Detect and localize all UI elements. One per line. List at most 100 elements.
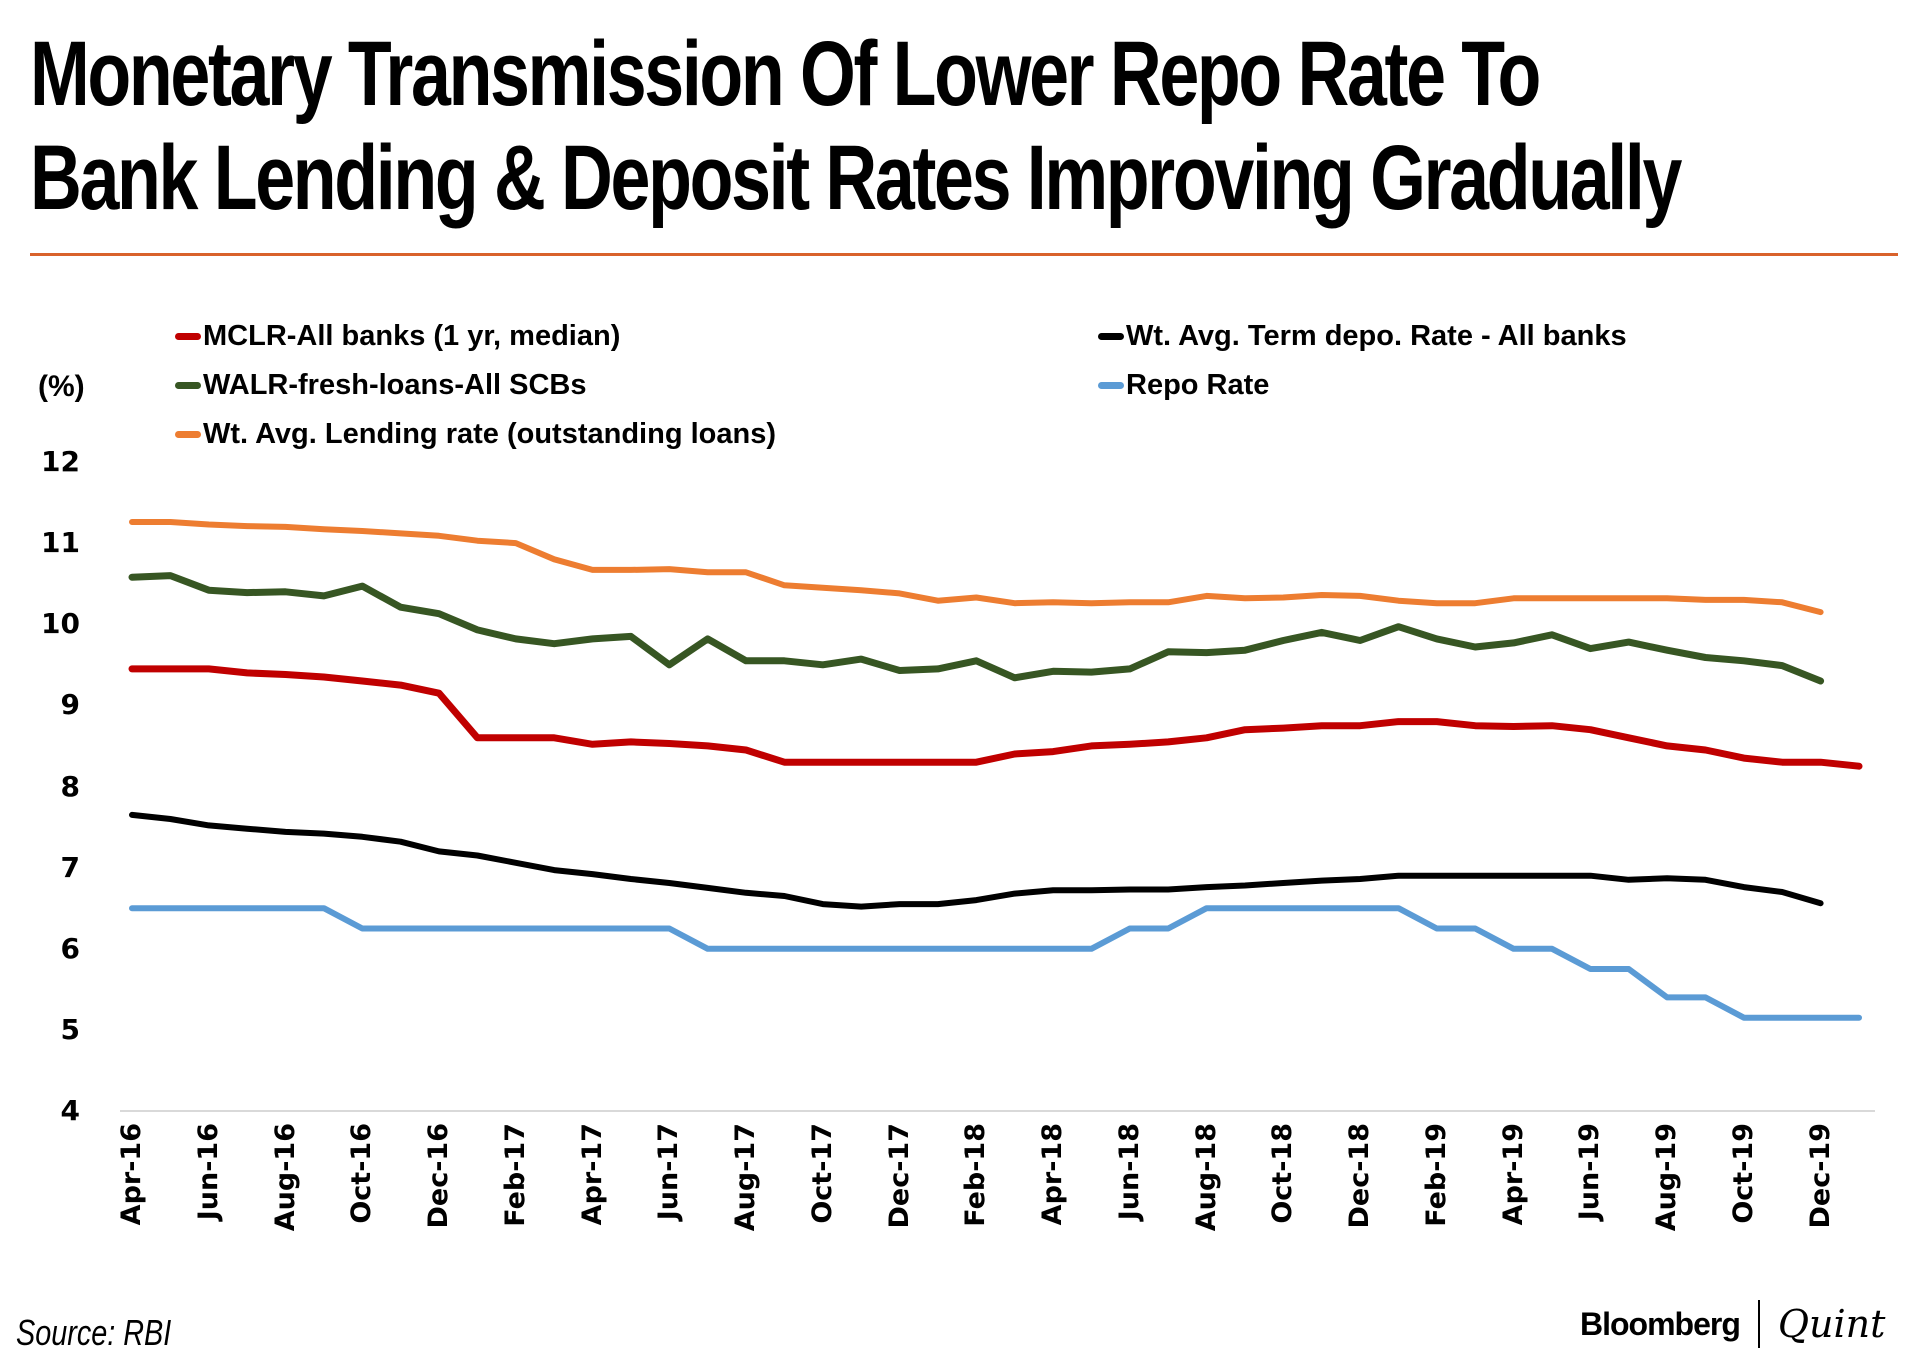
- data-point-lending-outstanding: [1588, 596, 1592, 600]
- data-point-lending-outstanding: [1013, 601, 1017, 605]
- data-point-lending-outstanding: [360, 529, 364, 533]
- data-point-repo: [1512, 947, 1516, 951]
- data-point-walr: [360, 584, 364, 588]
- data-point-term-deposit: [1780, 890, 1784, 894]
- data-point-walr: [1780, 664, 1784, 668]
- data-point-mclr: [130, 667, 134, 671]
- data-point-repo: [1243, 906, 1247, 910]
- legend-swatch-mclr: [175, 333, 201, 340]
- data-point-term-deposit: [1627, 878, 1631, 882]
- data-point-repo: [859, 947, 863, 951]
- series-line-walr: [128, 572, 1825, 685]
- legend-item-term-deposit: Wt. Avg. Term depo. Rate - All banks: [1098, 320, 1627, 353]
- data-point-lending-outstanding: [168, 520, 172, 524]
- legend-label-repo: Repo Rate: [1126, 369, 1270, 401]
- legend-item-repo: Repo Rate: [1098, 369, 1269, 402]
- data-point-repo: [475, 927, 479, 931]
- data-point-repo: [629, 927, 633, 931]
- y-tick-label: 10: [41, 607, 80, 641]
- data-point-term-deposit: [821, 902, 825, 906]
- legend-label-lending-outstanding: Wt. Avg. Lending rate (outstanding loans…: [203, 418, 776, 450]
- data-point-lending-outstanding: [782, 583, 786, 587]
- series-group: [128, 519, 1863, 1021]
- data-point-term-deposit: [437, 849, 441, 853]
- data-point-lending-outstanding: [1665, 596, 1669, 600]
- data-point-mclr: [1397, 720, 1401, 724]
- data-point-walr: [591, 637, 595, 641]
- legend-swatch-repo: [1098, 382, 1124, 389]
- data-point-walr: [1051, 669, 1055, 673]
- data-point-repo: [1780, 1016, 1784, 1020]
- data-point-repo: [1550, 947, 1554, 951]
- data-point-term-deposit: [1819, 901, 1823, 905]
- data-point-mclr: [782, 760, 786, 764]
- data-point-term-deposit: [1320, 879, 1324, 883]
- data-point-mclr: [898, 760, 902, 764]
- data-point-walr: [1819, 679, 1823, 683]
- data-point-mclr: [1473, 724, 1477, 728]
- data-point-lending-outstanding: [1358, 594, 1362, 598]
- data-point-repo: [591, 927, 595, 931]
- data-point-lending-outstanding: [744, 570, 748, 574]
- data-point-repo: [1742, 1016, 1746, 1020]
- data-point-mclr: [1166, 740, 1170, 744]
- data-point-term-deposit: [1281, 881, 1285, 885]
- data-point-walr: [245, 591, 249, 595]
- data-point-mclr: [591, 742, 595, 746]
- data-point-term-deposit: [706, 886, 710, 890]
- data-point-walr: [1166, 650, 1170, 654]
- chart-title-line-1: Monetary Transmission Of Lower Repo Rate…: [30, 23, 1541, 125]
- legend-swatch-lending-outstanding: [175, 431, 201, 438]
- data-point-walr: [1473, 645, 1477, 649]
- data-point-term-deposit: [399, 840, 403, 844]
- data-point-mclr: [1857, 764, 1861, 768]
- data-point-walr: [1704, 656, 1708, 660]
- data-point-walr: [130, 575, 134, 579]
- data-point-repo: [1089, 947, 1093, 951]
- data-point-repo: [1819, 1016, 1823, 1020]
- data-point-mclr: [821, 760, 825, 764]
- data-point-lending-outstanding: [1397, 599, 1401, 603]
- data-point-lending-outstanding: [1089, 601, 1093, 605]
- data-point-lending-outstanding: [591, 568, 595, 572]
- data-point-term-deposit: [744, 891, 748, 895]
- y-tick-label: 9: [60, 688, 80, 722]
- data-point-lending-outstanding: [284, 525, 288, 529]
- source-note: Source: RBI: [16, 1312, 172, 1353]
- data-point-mclr: [1435, 720, 1439, 724]
- chart-title-line-2: Bank Lending & Deposit Rates Improving G…: [30, 127, 1682, 229]
- data-point-term-deposit: [1089, 888, 1093, 892]
- data-point-repo: [207, 906, 211, 910]
- data-point-lending-outstanding: [437, 534, 441, 538]
- data-point-term-deposit: [1013, 892, 1017, 896]
- data-point-repo: [1857, 1016, 1861, 1020]
- data-point-walr: [706, 637, 710, 641]
- data-point-walr: [1512, 641, 1516, 645]
- data-point-walr: [974, 659, 978, 663]
- data-point-lending-outstanding: [322, 527, 326, 531]
- y-tick-label: 11: [41, 526, 80, 560]
- data-point-lending-outstanding: [1166, 600, 1170, 604]
- data-point-walr: [1665, 648, 1669, 652]
- data-point-mclr: [245, 671, 249, 675]
- series-line-mclr: [128, 665, 1863, 770]
- data-point-repo: [744, 947, 748, 951]
- data-point-repo: [1435, 927, 1439, 931]
- data-point-term-deposit: [936, 902, 940, 906]
- y-tick-label: 7: [60, 850, 80, 884]
- data-point-walr: [168, 574, 172, 578]
- data-point-mclr: [629, 740, 633, 744]
- data-point-mclr: [322, 675, 326, 679]
- data-point-lending-outstanding: [706, 570, 710, 574]
- data-point-walr: [475, 628, 479, 632]
- data-point-repo: [1320, 906, 1324, 910]
- data-point-mclr: [1243, 728, 1247, 732]
- data-point-lending-outstanding: [1473, 601, 1477, 605]
- data-point-mclr: [936, 760, 940, 764]
- y-tick-label: 6: [60, 931, 80, 965]
- series-line-lending-outstanding: [129, 519, 1824, 616]
- data-point-repo: [898, 947, 902, 951]
- data-point-term-deposit: [514, 861, 518, 865]
- data-point-mclr: [514, 736, 518, 740]
- logo-bloomberg-text: Bloomberg: [1580, 1305, 1741, 1342]
